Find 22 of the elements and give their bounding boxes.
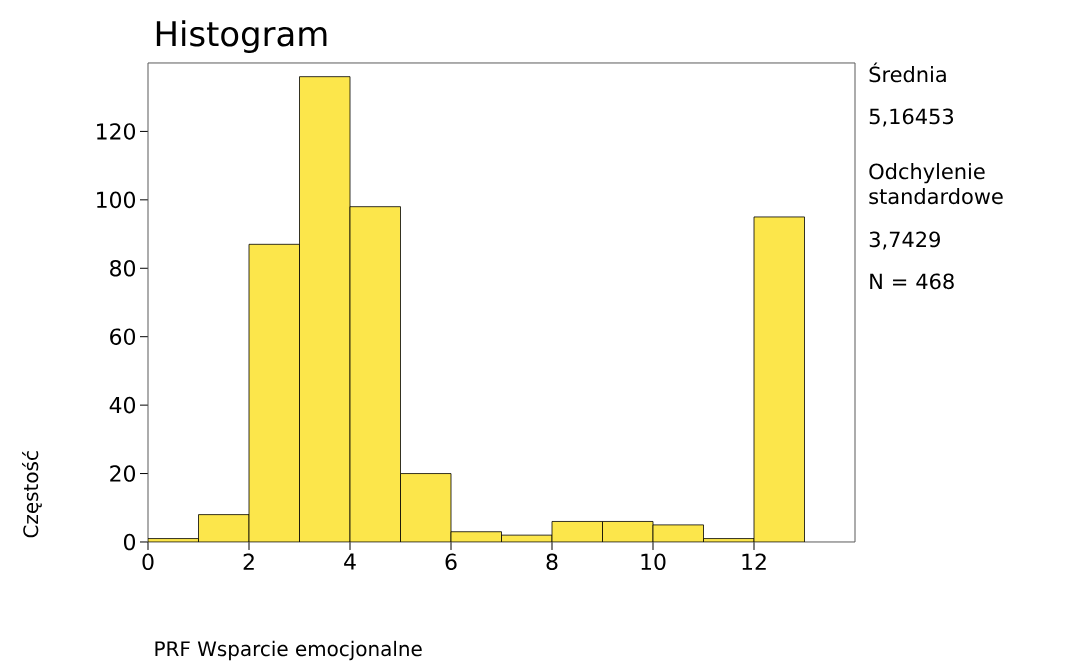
x-tick-label: 0 — [142, 553, 154, 571]
x-axis-title: PRF Wsparcie emocjonalne — [155, 640, 422, 661]
x-tick-label: 8 — [546, 553, 558, 571]
text: N = 468 — [870, 273, 954, 290]
x-tick-label: 10 — [641, 553, 666, 571]
text: Średnia — [869, 62, 946, 83]
y-axis-title: Częstość — [22, 451, 42, 538]
chart-title: Histogram — [156, 20, 327, 54]
y-tick-label: 120 — [97, 123, 136, 140]
x-tick-label: 2 — [243, 553, 254, 570]
x-tick-label: 6 — [445, 553, 457, 571]
y-tick-label: 60 — [110, 328, 136, 345]
y-tick-label: 0 — [123, 533, 136, 551]
text: 3,7429 — [869, 231, 940, 250]
y-tick-label: 40 — [109, 396, 136, 414]
y-tick-label: 100 — [97, 191, 136, 209]
x-tick-label: 12 — [742, 553, 766, 570]
y-tick-label: 20 — [110, 465, 136, 482]
y-tick-label: 80 — [110, 259, 136, 277]
text: 5,16453 — [869, 108, 954, 127]
text: Odchylenie standardowe — [869, 163, 1003, 205]
x-tick-label: 4 — [344, 553, 356, 570]
